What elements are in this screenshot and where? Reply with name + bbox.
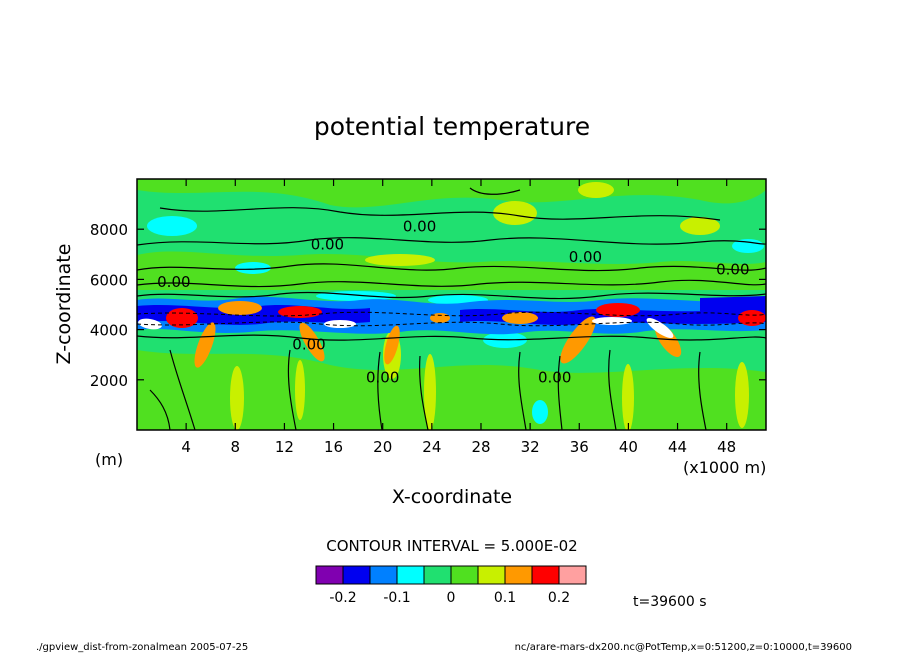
chart-title: potential temperature [314, 112, 590, 141]
plot-frame [136, 178, 767, 431]
x-tick-label: 32 [521, 438, 540, 456]
x-tick-label: 16 [324, 438, 343, 456]
y-tick-label: 8000 [90, 221, 128, 239]
colorbar-swatch [558, 565, 587, 585]
colorbar-swatch [450, 565, 479, 585]
contour-label: 0.00 [569, 248, 602, 266]
colorbar-swatch [369, 565, 398, 585]
y-axis: 2000 4000 6000 8000 [90, 221, 766, 390]
colorbar-tick-label: -0.2 [329, 590, 356, 606]
colorbar-swatch [315, 565, 344, 585]
colorbar-tick-label: -0.1 [383, 590, 410, 606]
x-tick-label: 24 [422, 438, 441, 456]
colorbar-tick-label: 0.1 [494, 590, 516, 606]
colorbar-swatch [477, 565, 506, 585]
x-axis: 4 8 12 16 20 24 28 32 36 40 44 48 [181, 179, 736, 456]
colorbar-swatch [342, 565, 371, 585]
contour-label: 0.00 [311, 235, 344, 253]
contour-label: 0.00 [716, 260, 749, 278]
colorbar-tick-label: 0 [447, 590, 456, 606]
contour-label: 0.00 [366, 368, 399, 386]
x-tick-label: 28 [471, 438, 490, 456]
contour-label: 0.00 [292, 336, 325, 354]
x-axis-label: X-coordinate [392, 486, 512, 508]
colorbar-tick-label: 0.2 [548, 590, 570, 606]
x-tick-label: 44 [668, 438, 687, 456]
x-tick-label: 40 [619, 438, 638, 456]
potential-temperature-field: 0.00 0.00 0.00 0.00 0.00 0.00 0.00 0.00 [137, 179, 766, 430]
y-tick-label: 6000 [90, 271, 128, 289]
y-axis-label: Z-coordinate [53, 244, 75, 365]
y-tick-label: 2000 [90, 372, 128, 390]
x-tick-label: 48 [717, 438, 736, 456]
x-tick-label: 12 [275, 438, 294, 456]
contour-label: 0.00 [538, 368, 571, 386]
x-tick-label: 4 [181, 438, 191, 456]
colorbar-tick-labels: -0.2 -0.1 0 0.1 0.2 [329, 590, 570, 606]
colorbar [315, 565, 587, 585]
x-tick-label: 8 [231, 438, 241, 456]
colorbar-swatch [396, 565, 425, 585]
time-stamp: t=39600 s [633, 594, 707, 610]
footer-right: nc/arare-mars-dx200.nc@PotTemp,x=0:51200… [515, 642, 852, 653]
x-units-left: (m) [95, 450, 123, 469]
colorbar-swatch [531, 565, 560, 585]
x-tick-label: 20 [373, 438, 392, 456]
y-tick-label: 4000 [90, 322, 128, 340]
contour-label: 0.00 [157, 273, 190, 291]
x-tick-label: 36 [570, 438, 589, 456]
footer-left: ./gpview_dist-from-zonalmean 2005-07-25 [36, 642, 248, 653]
x-units-right: (x1000 m) [683, 458, 766, 477]
colorbar-swatch [504, 565, 533, 585]
contour-label: 0.00 [403, 218, 436, 236]
contour-interval: CONTOUR INTERVAL = 5.000E-02 [326, 537, 577, 555]
colorbar-swatch [423, 565, 452, 585]
